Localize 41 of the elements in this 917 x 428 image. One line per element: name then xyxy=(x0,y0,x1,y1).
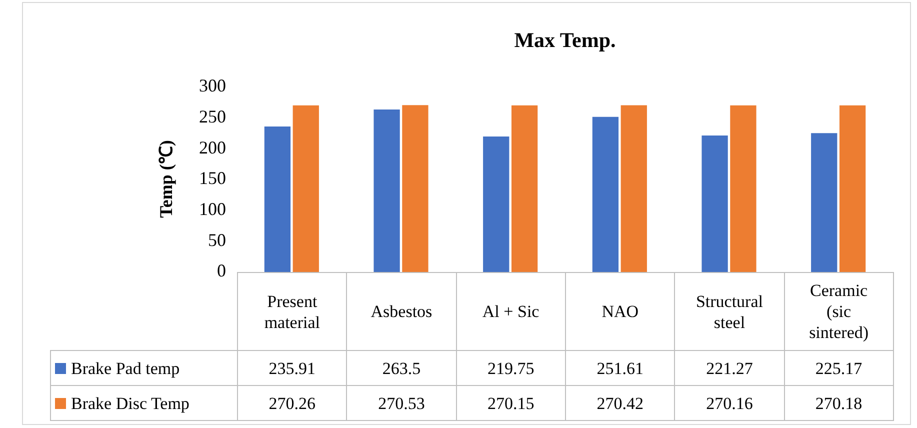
legend-label: Brake Pad temp xyxy=(50,350,238,386)
x-tick-label: Structural steel xyxy=(674,272,784,350)
y-tick-label: 200 xyxy=(199,137,226,158)
bar xyxy=(592,116,619,272)
data-label: 270.42 xyxy=(565,386,675,420)
y-tick-label: 100 xyxy=(199,199,226,220)
x-tick-label: Ceramic (sic sintered) xyxy=(784,272,894,350)
y-tick-label: 300 xyxy=(199,76,226,96)
chart-title: Max Temp. xyxy=(513,28,617,53)
bar xyxy=(292,105,319,272)
legend-label: Brake Disc Temp xyxy=(50,386,238,420)
y-tick-label: 250 xyxy=(199,106,226,127)
y-tick-label: 50 xyxy=(208,230,226,250)
bar xyxy=(702,136,728,272)
data-label: 270.18 xyxy=(784,386,894,420)
x-tick-label: NAO xyxy=(565,272,675,350)
bar xyxy=(839,105,866,272)
bar xyxy=(730,105,756,272)
data-label: 221.27 xyxy=(674,350,784,386)
bar xyxy=(374,110,400,272)
data-label: 270.26 xyxy=(238,386,347,420)
bar xyxy=(811,133,838,272)
y-axis-title: Temp (℃) xyxy=(155,140,177,218)
bar xyxy=(264,126,291,272)
data-label: 270.15 xyxy=(456,386,566,420)
bar xyxy=(483,136,510,272)
y-tick-label: 150 xyxy=(199,168,226,188)
x-tick-label: Present material xyxy=(238,272,347,350)
x-tick-label: Asbestos xyxy=(346,272,456,350)
data-label: 251.61 xyxy=(565,350,675,386)
x-tick-label: Al + Sic xyxy=(456,272,566,350)
data-label: 270.53 xyxy=(346,386,456,420)
data-label: 270.16 xyxy=(674,386,784,420)
bar xyxy=(620,105,647,272)
data-label: 263.5 xyxy=(346,350,456,386)
data-label: 219.75 xyxy=(456,350,566,386)
data-label: 225.17 xyxy=(784,350,894,386)
bar xyxy=(511,105,538,272)
bar xyxy=(402,105,428,272)
y-tick-label: 0 xyxy=(217,260,226,281)
data-label: 235.91 xyxy=(238,350,347,386)
